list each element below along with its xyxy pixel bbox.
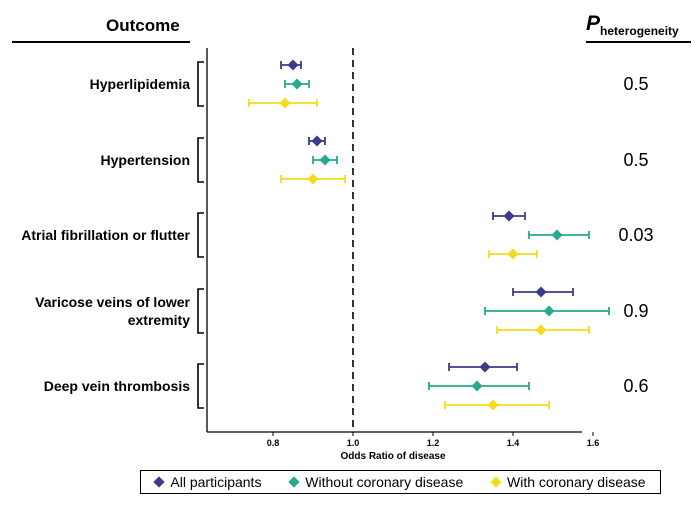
x-tick-label: 1.4: [507, 438, 520, 448]
outcome-bracket: [197, 363, 204, 409]
x-tick-label: 1.2: [427, 438, 440, 448]
legend-item-all: All participants: [153, 474, 262, 490]
point-estimate-diamond: [311, 135, 323, 147]
x-tick-label: 1.0: [347, 438, 360, 448]
p-heterogeneity-value: 0.9: [623, 301, 648, 321]
p-heterogeneity-value: 0.5: [623, 150, 648, 170]
outcome-header-rule: [12, 41, 190, 43]
p-heterogeneity-header-rule: [586, 41, 691, 43]
outcome-label: Atrial fibrillation or flutter: [21, 227, 190, 243]
p-symbol: P: [586, 12, 601, 35]
point-estimate-diamond: [487, 399, 499, 411]
legend-item-without-cad: Without coronary disease: [288, 474, 464, 490]
point-estimate-diamond: [535, 324, 547, 336]
legend-label: All participants: [170, 474, 262, 490]
point-estimate-diamond: [535, 286, 547, 298]
point-estimate-diamond: [471, 380, 483, 392]
legend-label: With coronary disease: [507, 474, 646, 490]
legend-label: Without coronary disease: [305, 474, 464, 490]
legend-diamond-icon: [490, 476, 502, 488]
p-heterogeneity-header: Pheterogeneity: [586, 12, 679, 38]
legend-diamond-icon: [288, 476, 300, 488]
point-estimate-diamond: [543, 305, 555, 317]
point-estimate-diamond: [291, 78, 303, 90]
point-estimate-diamond: [479, 361, 491, 373]
outcome-label: Hyperlipidemia: [90, 76, 191, 92]
x-tick-label: 0.8: [267, 438, 280, 448]
p-heterogeneity-value: 0.03: [618, 225, 653, 245]
outcome-bracket: [197, 137, 204, 183]
x-axis-label: Odds Ratio of disease: [340, 451, 445, 462]
point-estimate-diamond: [503, 210, 515, 222]
point-estimate-diamond: [287, 59, 299, 71]
outcome-label: Hypertension: [101, 152, 190, 168]
legend-item-with-cad: With coronary disease: [490, 474, 646, 490]
forest-plot: 0.8 1.0 1.2 1.4 1.6 Odds Ratio of disease Hype…: [21, 48, 654, 462]
p-heterogeneity-value: 0.5: [623, 74, 648, 94]
outcome-header: Outcome: [106, 16, 180, 35]
point-estimate-diamond: [307, 173, 319, 185]
outcome-label: extremity: [128, 312, 190, 328]
outcome-bracket: [197, 212, 204, 258]
point-estimate-diamond: [507, 248, 519, 260]
x-tick-label: 1.6: [587, 438, 600, 448]
p-subscript: heterogeneity: [600, 24, 679, 38]
outcome-bracket: [197, 288, 204, 334]
outcome-bracket: [197, 61, 204, 107]
p-heterogeneity-value: 0.6: [623, 376, 648, 396]
point-estimate-diamond: [319, 154, 331, 166]
outcome-label: Deep vein thrombosis: [44, 378, 190, 394]
outcome-label: Varicose veins of lower: [35, 294, 190, 310]
point-estimate-diamond: [551, 229, 563, 241]
legend-diamond-icon: [153, 476, 166, 488]
legend: All participants Without coronary diseas…: [140, 470, 661, 494]
point-estimate-diamond: [279, 97, 291, 109]
